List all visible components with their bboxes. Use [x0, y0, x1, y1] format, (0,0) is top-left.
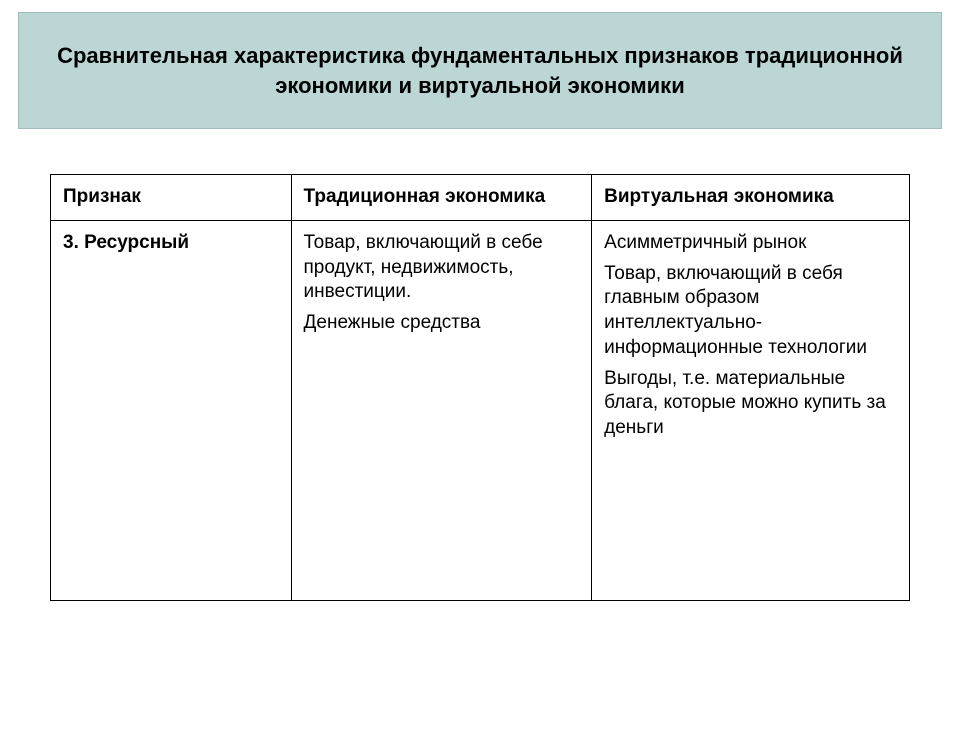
- table-header-row: Признак Традиционная экономика Виртуальн…: [51, 175, 910, 221]
- col-header-virtual: Виртуальная экономика: [592, 175, 910, 221]
- traditional-p1: Товар, включающий в себе продукт, недвиж…: [304, 231, 580, 305]
- virtual-p3: Выгоды, т.е. материальные блага, которые…: [604, 367, 897, 441]
- cell-virtual: Асимметричный рынок Товар, включающий в …: [592, 221, 910, 601]
- virtual-p2: Товар, включающий в себя главным образом…: [604, 262, 897, 361]
- virtual-p1: Асимметричный рынок: [604, 231, 897, 256]
- page-title: Сравнительная характеристика фундаментал…: [39, 41, 921, 100]
- comparison-table: Признак Традиционная экономика Виртуальн…: [50, 174, 910, 601]
- traditional-p2: Денежные средства: [304, 311, 580, 336]
- title-box: Сравнительная характеристика фундаментал…: [18, 12, 942, 129]
- col-header-traditional: Традиционная экономика: [291, 175, 592, 221]
- col-header-feature: Признак: [51, 175, 292, 221]
- comparison-table-wrap: Признак Традиционная экономика Виртуальн…: [50, 174, 910, 601]
- cell-feature-label: 3. Ресурсный: [51, 221, 292, 601]
- table-row: 3. Ресурсный Товар, включающий в себе пр…: [51, 221, 910, 601]
- cell-traditional: Товар, включающий в себе продукт, недвиж…: [291, 221, 592, 601]
